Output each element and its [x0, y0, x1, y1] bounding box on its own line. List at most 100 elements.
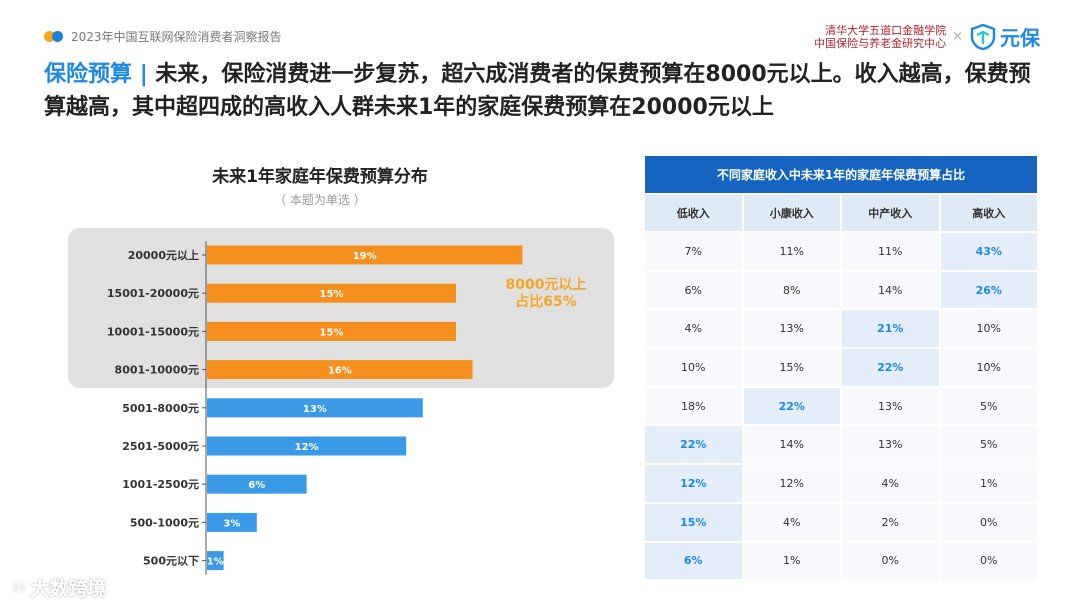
table-cell: 10% — [940, 308, 1037, 348]
category-label: 2501-5000元 — [122, 440, 199, 453]
table-cell: 10% — [645, 347, 744, 386]
watermark: ♾ 大数跨境 — [12, 574, 106, 601]
table-row: 6% 1% 0% 0% — [645, 540, 1037, 580]
table-cell: 26% — [940, 269, 1037, 309]
table-row: 12% 12% 4% 1% — [645, 463, 1037, 502]
value-label: 13% — [303, 404, 327, 415]
table-cell: 13% — [743, 308, 842, 348]
brand-dots-icon — [44, 31, 63, 42]
table-row: 4% 13% 21% 10% — [645, 308, 1037, 348]
table-cell: 18% — [645, 385, 744, 425]
category-label: 5001-8000元 — [122, 402, 199, 415]
table-cell: 7% — [645, 231, 744, 270]
category-label: 500元以下 — [143, 555, 199, 568]
institution-line2: 中国保险与养老金研究中心 — [814, 36, 947, 50]
headline-separator: | — [139, 62, 148, 87]
table-cell: 11% — [842, 231, 941, 270]
table-body: 7% 11% 11% 43% 6% 8% 14% 26% 4% 13% 21% 10% 10% 15% 22… — [645, 231, 1037, 580]
bar — [207, 245, 523, 265]
table-cell: 21% — [842, 308, 941, 348]
table-cell: 15% — [645, 501, 744, 541]
table-cell: 0% — [940, 540, 1037, 580]
table-cell: 14% — [842, 269, 941, 309]
value-label: 6% — [248, 480, 265, 491]
bar — [207, 283, 456, 303]
table-cell: 13% — [842, 424, 941, 464]
bar — [207, 436, 407, 456]
bar — [207, 321, 456, 341]
table-cell: 6% — [645, 540, 744, 580]
report-header: 2023年中国互联网保险消费者洞察报告 — [44, 28, 282, 45]
value-label: 12% — [295, 442, 319, 453]
table-cell: 15% — [743, 347, 842, 386]
value-label: 1% — [207, 557, 224, 568]
note-line2: 占比65% — [515, 294, 577, 310]
bar — [207, 512, 257, 532]
value-label: 19% — [353, 251, 377, 262]
watermark-logo-icon: ♾ — [12, 578, 27, 597]
bar-chart: 20000元以上 19% 15001-20000元 15% 10001-15000元 15… — [107, 241, 523, 575]
headline-tag: 保险预算 — [44, 62, 133, 87]
value-label: 15% — [320, 289, 344, 300]
logo-separator: × — [952, 29, 963, 44]
table-cell: 13% — [842, 385, 941, 425]
page-headline: 保险预算 | 未来，保险消费进一步复苏，超六成消费者的保费预算在8000元以上。… — [44, 58, 1044, 124]
chart-title: 未来1年家庭年保费预算分布 — [212, 167, 428, 187]
table-cell: 0% — [842, 540, 941, 580]
brand-logo-text: 元保 — [1000, 26, 1040, 50]
highlight-note: 8000元以上 占比65% — [496, 277, 596, 311]
bar — [207, 551, 224, 571]
table-cell: 11% — [743, 231, 842, 270]
table-cell: 5% — [940, 385, 1037, 425]
value-label: 15% — [320, 327, 344, 338]
chart-subtitle: （ 本题为单选 ） — [274, 193, 366, 207]
table-column-header: 高收入 — [940, 193, 1037, 231]
table-row: 7% 11% 11% 43% — [645, 231, 1037, 270]
report-title: 2023年中国互联网保险消费者洞察报告 — [71, 30, 282, 44]
category-label: 10001-15000元 — [107, 325, 199, 338]
table-cell: 4% — [645, 308, 744, 348]
table-cell: 2% — [842, 501, 941, 541]
table-column-header: 中产收入 — [842, 193, 941, 231]
value-label: 16% — [328, 366, 352, 377]
table-cell: 5% — [940, 424, 1037, 464]
table-cell: 12% — [743, 463, 842, 502]
bar — [207, 360, 473, 380]
table-cell: 4% — [743, 501, 842, 541]
table-cell: 10% — [940, 347, 1037, 386]
table-cell: 1% — [743, 540, 842, 580]
table-row: 10% 15% 22% 10% — [645, 347, 1037, 386]
table-cell: 8% — [743, 269, 842, 309]
table-cell: 1% — [940, 463, 1037, 502]
institution-line1: 清华大学五道口金融学院 — [825, 23, 947, 37]
table-cell: 22% — [645, 424, 744, 464]
category-label: 15001-20000元 — [107, 287, 199, 300]
table-cell: 22% — [743, 385, 842, 425]
table-row: 18% 22% 13% 5% — [645, 385, 1037, 425]
table-column-header: 低收入 — [645, 193, 744, 231]
bar — [207, 474, 307, 494]
table-cell: 14% — [743, 424, 842, 464]
logo-bar: 清华大学五道口金融学院 中国保险与养老金研究中心 × 元保 — [814, 22, 1040, 51]
note-line1: 8000元以上 — [505, 277, 587, 293]
category-label: 1001-2500元 — [122, 478, 199, 491]
table-header-row: 低收入 小康收入 中产收入 高收入 — [645, 193, 1037, 231]
table-column-header: 小康收入 — [743, 193, 842, 231]
income-budget-table: 不同家庭收入中未来1年的家庭年保费预算占比 低收入 小康收入 中产收入 高收入 7% 1… — [645, 156, 1037, 580]
table-cell: 0% — [940, 501, 1037, 541]
value-label: 3% — [223, 518, 240, 529]
table-row: 6% 8% 14% 26% — [645, 269, 1037, 309]
headline-text: 未来，保险消费进一步复苏，超六成消费者的保费预算在8000元以上。收入越高，保费… — [44, 62, 1031, 120]
shield-icon — [970, 23, 996, 50]
category-label: 20000元以上 — [128, 248, 199, 262]
table-cell: 12% — [645, 463, 744, 502]
category-label: 8001-10000元 — [115, 364, 199, 377]
table-cell: 6% — [645, 269, 744, 309]
table-cell: 22% — [842, 347, 941, 386]
table-row: 22% 14% 13% 5% — [645, 424, 1037, 464]
institution-logo: 清华大学五道口金融学院 中国保险与养老金研究中心 — [814, 24, 946, 50]
table-title: 不同家庭收入中未来1年的家庭年保费预算占比 — [645, 156, 1037, 193]
bar — [207, 398, 423, 418]
watermark-text: 大数跨境 — [30, 578, 107, 600]
category-label: 500-1000元 — [130, 516, 199, 529]
